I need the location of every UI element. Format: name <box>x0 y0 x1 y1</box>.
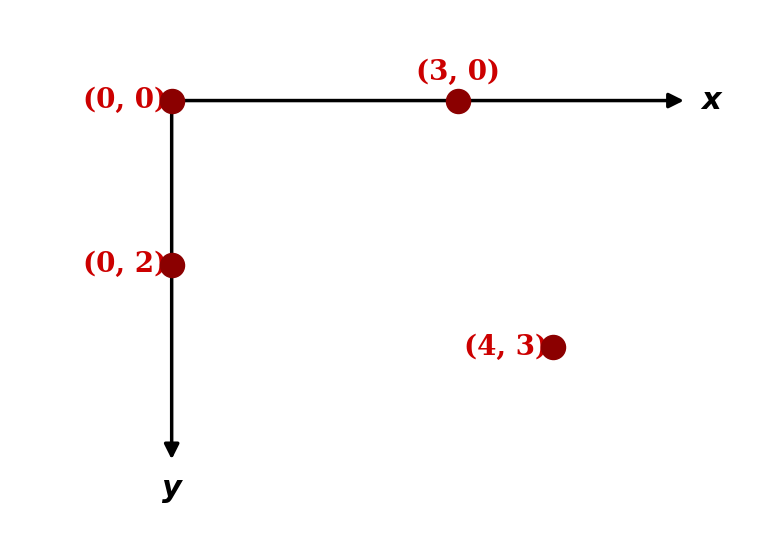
Text: (0, 2): (0, 2) <box>82 251 167 278</box>
Text: (4, 3): (4, 3) <box>465 334 549 360</box>
Point <box>166 260 178 269</box>
Text: y: y <box>162 475 182 504</box>
Text: (0, 0): (0, 0) <box>83 87 167 114</box>
Point <box>166 96 178 105</box>
Text: x: x <box>701 86 720 115</box>
Point <box>452 96 464 105</box>
Text: (3, 0): (3, 0) <box>416 59 500 86</box>
Point <box>547 343 559 351</box>
